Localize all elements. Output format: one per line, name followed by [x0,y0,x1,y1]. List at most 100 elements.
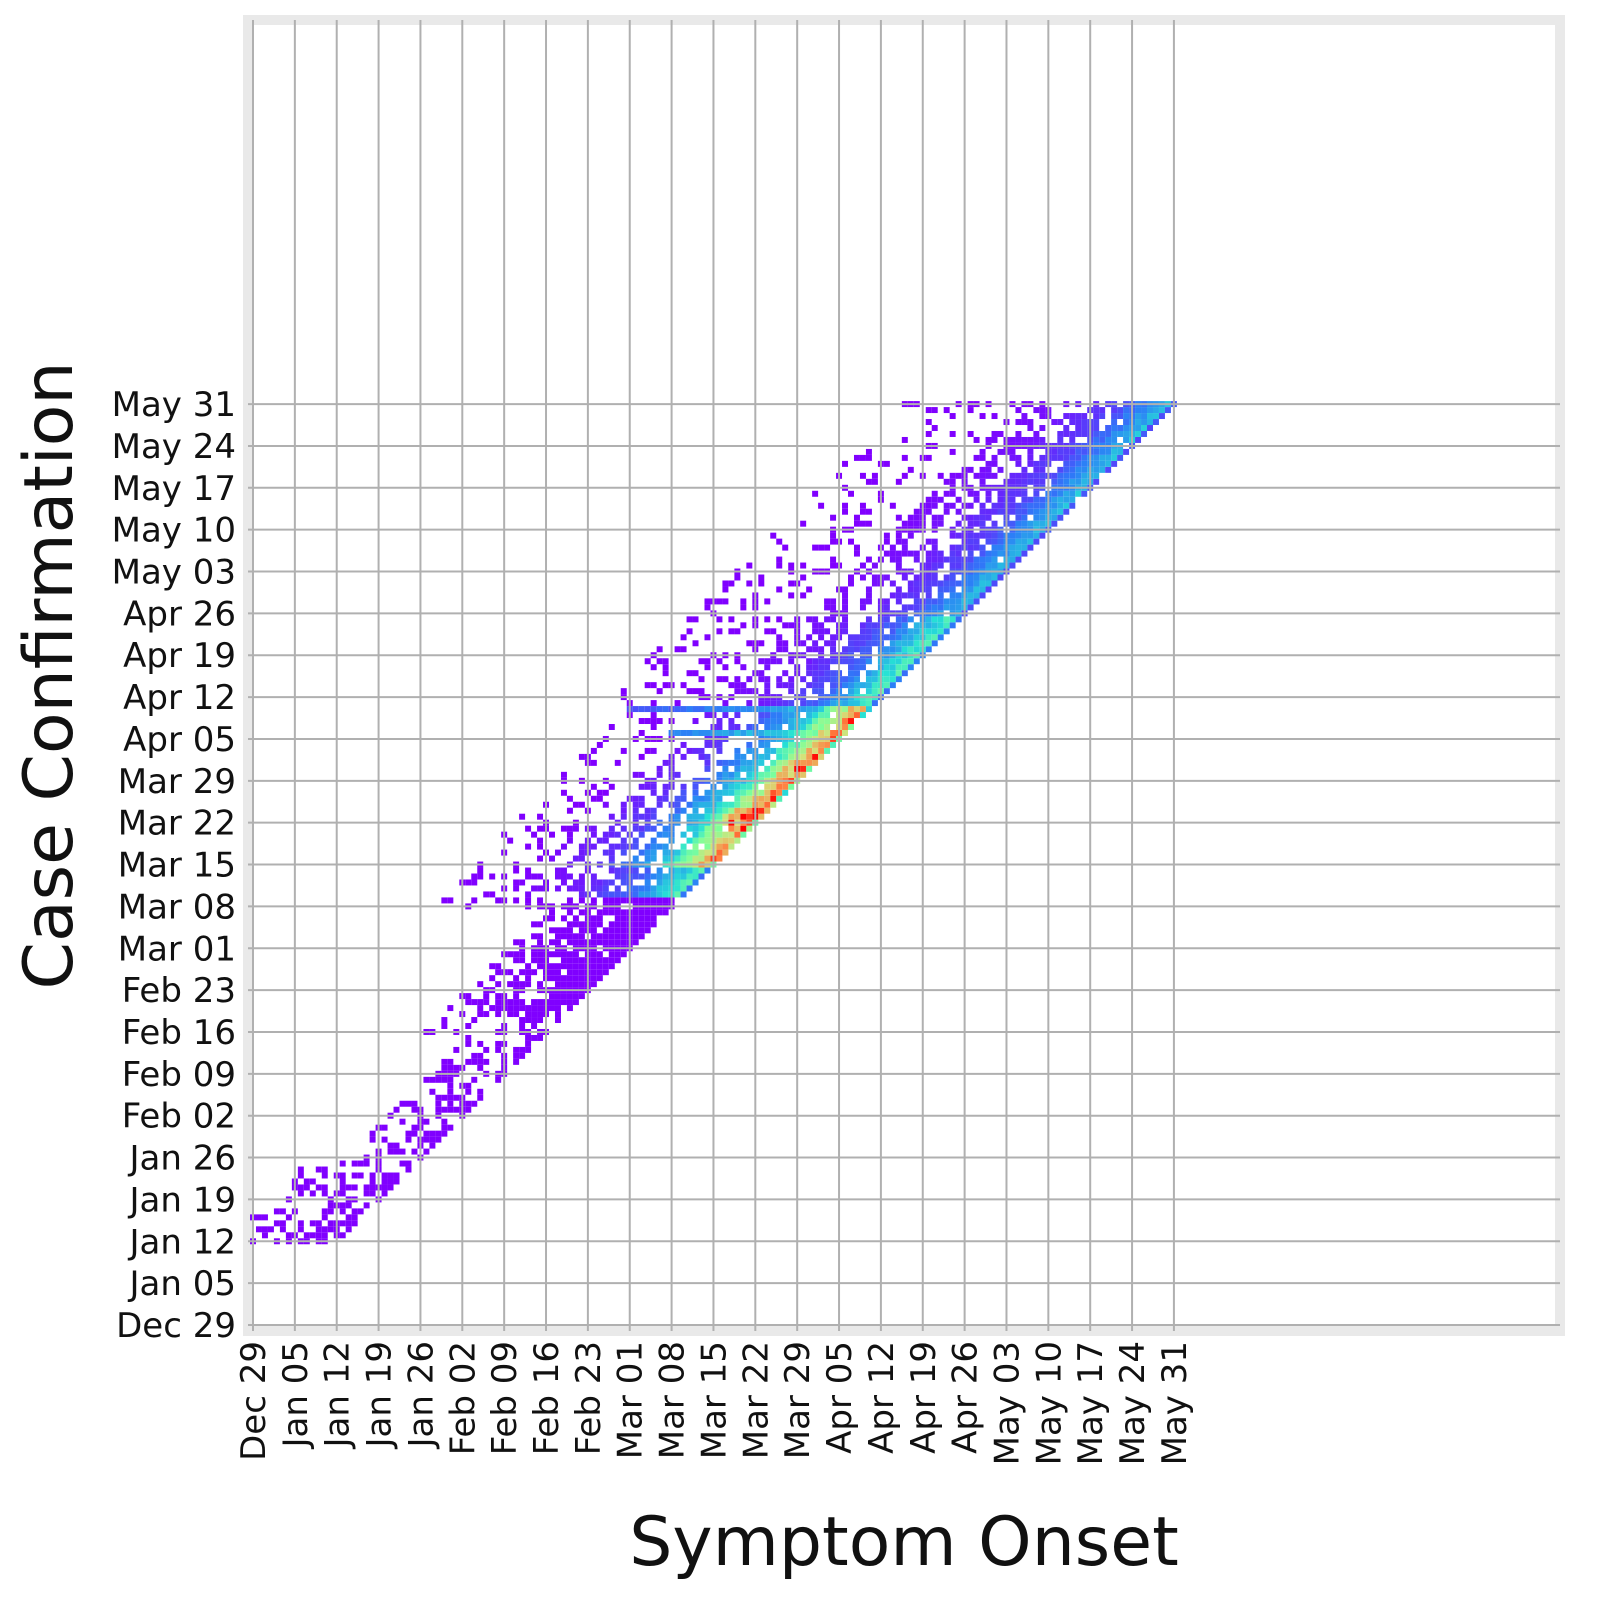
heatmap-cell [698,837,705,844]
heatmap-cell [848,676,854,683]
heatmap-cell [949,586,956,593]
heatmap-cell [692,747,699,754]
heatmap-cell [560,927,567,934]
heatmap-cell [1033,532,1040,539]
heatmap-cell [931,622,938,629]
heatmap-cell [554,963,561,970]
heatmap-cell [907,580,914,587]
heatmap-cell [770,729,777,736]
heatmap-cell [495,963,502,970]
heatmap-cell [1051,448,1058,455]
y-tick-label: Feb 16 [122,1013,236,1053]
heatmap-cell [871,640,878,647]
heatmap-cell [991,574,998,581]
heatmap-cell [704,813,711,820]
heatmap-cell [692,855,699,862]
heatmap-cell [638,813,645,820]
heatmap-cell [1021,544,1028,551]
heatmap-cell [447,1100,454,1107]
heatmap-cell [788,580,795,587]
heatmap-cell [704,825,711,832]
heatmap-cell [734,712,741,719]
heatmap-cell [554,885,561,892]
heatmap-cell [309,1190,316,1197]
heatmap-cell [285,1214,292,1221]
y-tick-label: May 10 [112,511,236,551]
heatmap-cell [554,999,561,1006]
heatmap-cell [1063,490,1070,497]
heatmap-cell [1021,478,1028,485]
heatmap-cell [800,676,807,683]
heatmap-cell [895,670,902,677]
heatmap-cell [632,855,639,862]
heatmap-cell [907,514,914,521]
heatmap-cell [949,544,956,551]
heatmap-cell [853,454,860,461]
heatmap-cell [913,514,920,521]
heatmap-cell [1111,407,1118,414]
heatmap-cell [656,909,663,916]
heatmap-cell [489,891,496,898]
heatmap-cell [1111,413,1118,420]
heatmap-cell [608,957,615,964]
heatmap-cell [728,729,735,736]
heatmap-cell [865,448,872,455]
heatmap-cell [782,789,789,796]
heatmap-cell [704,837,711,844]
heatmap-cell [1039,407,1046,414]
heatmap-cell [764,682,771,689]
heatmap-cell [895,634,902,641]
heatmap-cell [1135,436,1142,443]
heatmap-cell [644,813,651,820]
heatmap-cell [704,843,711,850]
heatmap-cell [979,514,986,521]
heatmap-cell [1081,460,1088,467]
heatmap-cell [842,706,849,713]
heatmap-cell [889,628,896,635]
heatmap-cell [590,951,597,958]
heatmap-cell [1069,448,1076,455]
heatmap-cell [925,586,932,593]
heatmap-cell [447,1064,454,1071]
heatmap-cell [650,664,657,671]
heatmap-cell [758,771,765,778]
heatmap-cell [728,801,735,808]
heatmap-cell [261,1214,268,1221]
heatmap-cell [309,1220,316,1227]
heatmap-cell [1135,430,1142,437]
heatmap-cell [596,921,603,928]
heatmap-cell [1039,520,1046,527]
heatmap-cell [1021,508,1028,515]
heatmap-cell [985,514,992,521]
heatmap-cell [925,454,932,461]
heatmap-cell [812,616,819,623]
heatmap-cell [1069,413,1076,420]
heatmap-cell [1063,454,1070,461]
heatmap-cell [495,1046,502,1053]
heatmap-cell [554,981,561,988]
heatmap-cell [859,520,866,527]
heatmap-cell [1033,436,1040,443]
heatmap-cell [788,729,795,736]
heatmap-cell [614,885,621,892]
heatmap-cell [722,771,729,778]
heatmap-cell [985,556,992,563]
heatmap-cell [662,789,669,796]
heatmap-cell [345,1214,352,1221]
heatmap-cell [859,628,866,635]
heatmap-cell [1057,419,1064,426]
heatmap-cell [1051,490,1058,497]
heatmap-cell [889,550,896,557]
heatmap-cell [560,993,567,1000]
heatmap-cell [620,921,627,928]
heatmap-cell [650,712,657,719]
heatmap-cell [537,813,544,820]
heatmap-cell [525,1011,532,1018]
heatmap-cell [423,1076,430,1083]
heatmap-cell [776,789,783,796]
heatmap-cell [686,670,693,677]
heatmap-cell [692,670,699,677]
heatmap-cell [1141,430,1148,437]
heatmap-cell [895,562,902,569]
